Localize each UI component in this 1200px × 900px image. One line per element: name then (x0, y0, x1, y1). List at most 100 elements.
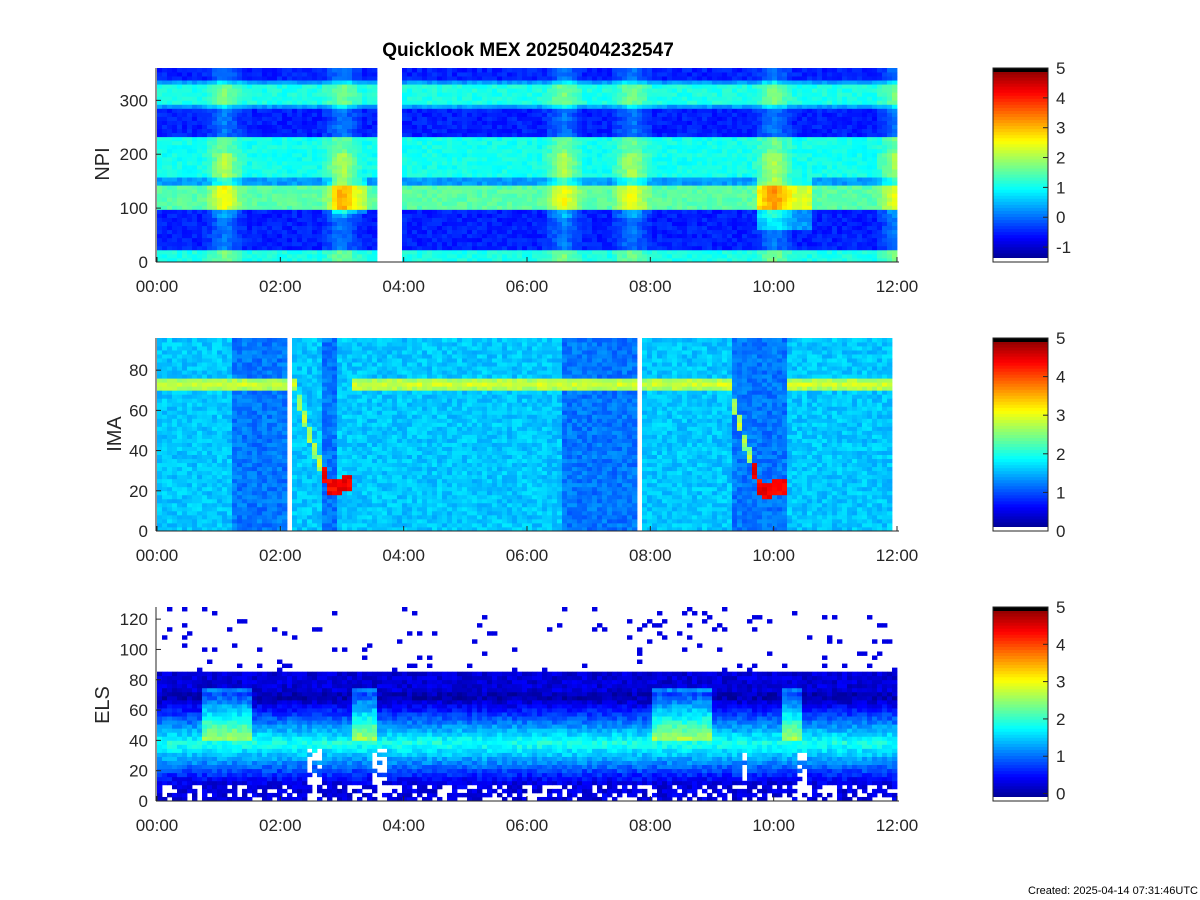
spectrogram-cell (312, 177, 317, 181)
spectrogram-cell (187, 242, 192, 246)
spectrogram-cell (192, 185, 197, 189)
spectrogram-cell (187, 129, 192, 133)
spectrogram-cell (677, 238, 682, 242)
spectrogram-cell (332, 214, 337, 218)
spectrogram-cell (512, 185, 517, 189)
spectrogram-cell (332, 96, 337, 100)
spectrogram-cell (347, 246, 352, 250)
spectrogram-cell (302, 201, 307, 205)
spectrogram-cell (692, 108, 697, 112)
spectrogram-cell (247, 246, 252, 250)
spectrogram-cell (597, 169, 602, 173)
spectrogram-cell (437, 222, 442, 226)
spectrogram-cell (487, 214, 492, 218)
spectrogram-cell (267, 230, 272, 234)
spectrogram-cell (567, 209, 572, 213)
spectrogram-cell (272, 218, 277, 222)
spectrogram-cell (637, 169, 642, 173)
spectrogram-cell (422, 181, 427, 185)
spectrogram-cell (202, 254, 207, 258)
spectrogram-cell (647, 161, 652, 165)
spectrogram-cell (317, 189, 322, 193)
spectrogram-cell (227, 201, 232, 205)
spectrogram-cell (322, 234, 327, 238)
spectrogram-cell (362, 193, 367, 197)
spectrogram-cell (522, 246, 527, 250)
spectrogram-cell (602, 214, 607, 218)
spectrogram-cell (347, 72, 352, 76)
spectrogram-cell (602, 169, 607, 173)
spectrogram-cell (257, 234, 262, 238)
spectrogram-cell (682, 84, 687, 88)
spectrogram-cell (447, 121, 452, 125)
spectrogram-cell (237, 230, 242, 234)
spectrogram-cell (592, 234, 597, 238)
spectrogram-cell (222, 214, 227, 218)
spectrogram-cell (272, 250, 277, 254)
spectrogram-cell (277, 88, 282, 92)
spectrogram-cell (612, 165, 617, 169)
spectrogram-cell (247, 193, 252, 197)
spectrogram-cell (232, 125, 237, 129)
spectrogram-cell (242, 201, 247, 205)
spectrogram-cell (322, 96, 327, 100)
spectrogram-cell (287, 226, 292, 230)
spectrogram-cell (332, 108, 337, 112)
spectrogram-cell (512, 222, 517, 226)
spectrogram-cell (442, 121, 447, 125)
spectrogram-cell (457, 88, 462, 92)
spectrogram-cell (337, 80, 342, 84)
spectrogram-cell (587, 214, 592, 218)
spectrogram-cell (527, 254, 532, 258)
spectrogram-cell (472, 250, 477, 254)
spectrogram-cell (347, 214, 352, 218)
spectrogram-cell (367, 246, 372, 250)
spectrogram-cell (447, 209, 452, 213)
spectrogram-cell (422, 201, 427, 205)
spectrogram-cell (512, 161, 517, 165)
spectrogram-cell (412, 165, 417, 169)
spectrogram-cell (217, 165, 222, 169)
spectrogram-cell (602, 226, 607, 230)
spectrogram-cell (577, 234, 582, 238)
spectrogram-cell (592, 121, 597, 125)
spectrogram-cell (412, 108, 417, 112)
spectrogram-cell (432, 181, 437, 185)
spectrogram-cell (487, 84, 492, 88)
spectrogram-cell (477, 185, 482, 189)
spectrogram-cell (187, 137, 192, 141)
spectrogram-cell (437, 242, 442, 246)
spectrogram-cell (267, 197, 272, 201)
spectrogram-cell (302, 153, 307, 157)
spectrogram-cell (322, 201, 327, 205)
spectrogram-cell (477, 133, 482, 137)
spectrogram-cell (637, 80, 642, 84)
spectrogram-cell (242, 157, 247, 161)
spectrogram-cell (472, 157, 477, 161)
spectrogram-cell (357, 104, 362, 108)
spectrogram-cell (557, 129, 562, 133)
spectrogram-cell (317, 205, 322, 209)
spectrogram-cell (582, 153, 587, 157)
spectrogram-cell (312, 100, 317, 104)
spectrogram-cell (472, 209, 477, 213)
spectrogram-cell (692, 80, 697, 84)
spectrogram-cell (687, 125, 692, 129)
spectrogram-cell (157, 226, 162, 230)
spectrogram-cell (202, 185, 207, 189)
spectrogram-cell (277, 76, 282, 80)
spectrogram-cell (437, 145, 442, 149)
spectrogram-cell (562, 112, 567, 116)
spectrogram-cell (637, 112, 642, 116)
spectrogram-cell (452, 165, 457, 169)
spectrogram-cell (627, 100, 632, 104)
spectrogram-cell (522, 230, 527, 234)
spectrogram-cell (602, 209, 607, 213)
spectrogram-cell (507, 173, 512, 177)
spectrogram-cell (332, 185, 337, 189)
spectrogram-cell (267, 76, 272, 80)
spectrogram-cell (257, 169, 262, 173)
spectrogram-cell (552, 80, 557, 84)
spectrogram-cell (342, 153, 347, 157)
spectrogram-cell (222, 153, 227, 157)
